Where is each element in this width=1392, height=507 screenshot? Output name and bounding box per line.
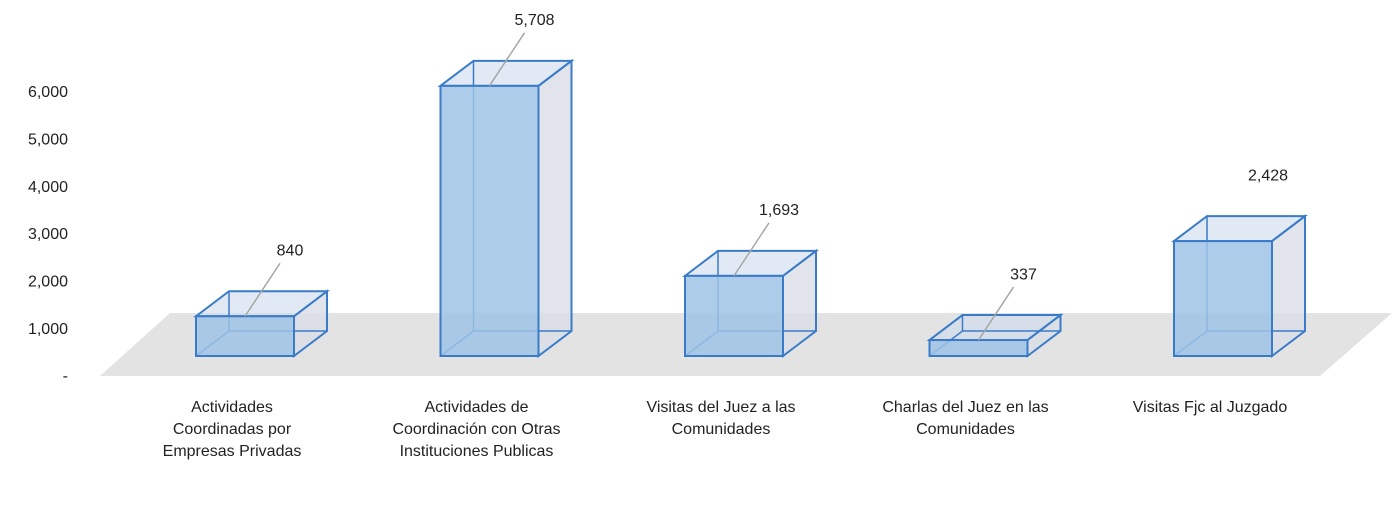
- leader-line: [733, 222, 770, 277]
- y-tick-label: 1,000: [28, 321, 68, 338]
- x-tick-label: Charlas del Juez en las Comunidades: [882, 399, 1049, 438]
- bar-front: [928, 339, 1029, 358]
- y-tick-label: 4,000: [28, 179, 68, 196]
- value-label: 5,708: [514, 12, 554, 29]
- x-tick-label: Visitas del Juez a las Comunidades: [646, 399, 796, 438]
- y-tick-label: 5,000: [28, 132, 68, 149]
- bar: [1171, 214, 1308, 359]
- x-tick-label: Actividades Coordinadas por Empresas Pri…: [162, 399, 302, 460]
- value-label: 2,428: [1248, 167, 1288, 184]
- y-tick-label: 3,000: [28, 226, 68, 243]
- bar: [193, 289, 330, 359]
- leader-line: [977, 286, 1015, 341]
- bar: [926, 313, 1064, 359]
- y-tick-label: 2,000: [28, 274, 68, 291]
- bar-front: [1173, 240, 1273, 357]
- bar-front: [195, 315, 295, 357]
- x-tick-label: Visitas Fjc al Juzgado: [1132, 399, 1288, 416]
- bar: [437, 58, 575, 359]
- y-tick-label: -: [63, 368, 68, 385]
- value-label: 1,693: [759, 202, 799, 219]
- bar-front: [439, 84, 540, 358]
- y-tick-label: 6,000: [28, 84, 68, 101]
- bar-front: [684, 274, 784, 357]
- bar-side: [537, 58, 573, 359]
- value-label: 840: [277, 242, 304, 259]
- x-tick-label: Actividades de Coordinación con Otras In…: [392, 399, 561, 460]
- leader-line: [488, 32, 526, 87]
- value-label: 337: [1010, 266, 1037, 283]
- leader-line: [244, 262, 281, 317]
- bar: [682, 248, 819, 359]
